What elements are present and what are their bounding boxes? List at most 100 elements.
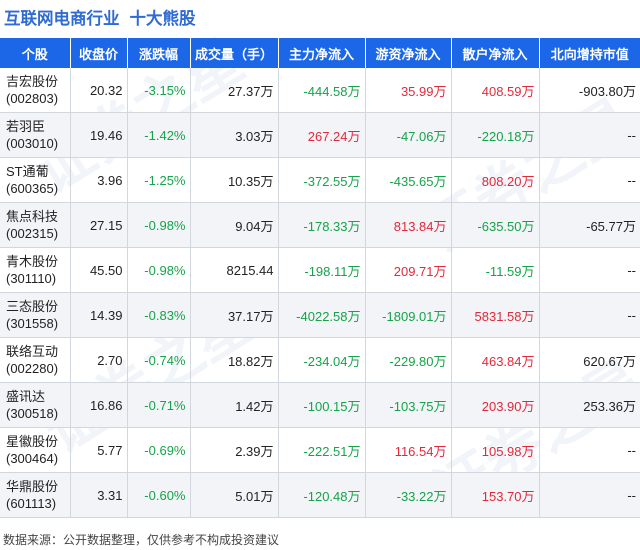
north-cell: 253.36万 xyxy=(539,382,640,428)
volume-cell: 10.35万 xyxy=(190,157,279,203)
main-cell: -222.51万 xyxy=(278,427,366,473)
stock-cell[interactable]: 三态股份 (301558) xyxy=(0,292,71,338)
change-cell: -0.83% xyxy=(127,292,191,338)
stock-code: (002315) xyxy=(6,226,59,241)
stock-cell[interactable]: ST通葡 (600365) xyxy=(0,157,71,203)
hot-cell: 35.99万 xyxy=(365,68,452,113)
close-cell: 3.31 xyxy=(70,472,128,518)
stock-cell[interactable]: 青木股份 (301110) xyxy=(0,247,71,293)
table-row[interactable]: 星徽股份 (300464) 5.77 -0.69% 2.39万 -222.51万 116.5… xyxy=(0,427,640,473)
header-retail-inflow[interactable]: 散户净流入 xyxy=(451,38,540,68)
close-cell: 27.15 xyxy=(70,202,128,248)
table-row[interactable]: 华鼎股份 (601113) 3.31 -0.60% 5.01万 -120.48万 -33.2… xyxy=(0,472,640,518)
header-northbound[interactable]: 北向增持市值 xyxy=(539,38,640,68)
main-cell: -4022.58万 xyxy=(278,292,366,338)
stock-cell[interactable]: 联络互动 (002280) xyxy=(0,337,71,383)
retail-cell: -11.59万 xyxy=(451,247,540,293)
north-cell: -- xyxy=(539,472,640,518)
table-row[interactable]: 联络互动 (002280) 2.70 -0.74% 18.82万 -234.04万 -229… xyxy=(0,337,640,383)
table-row[interactable]: 青木股份 (301110) 45.50 -0.98% 8215.44 -198.11万 20… xyxy=(0,247,640,293)
retail-cell: 5831.58万 xyxy=(451,292,540,338)
north-cell: -- xyxy=(539,292,640,338)
hot-cell: -229.80万 xyxy=(365,337,452,383)
change-cell: -0.98% xyxy=(127,247,191,293)
stock-name: 星徽股份 xyxy=(6,434,59,449)
close-cell: 5.77 xyxy=(70,427,128,473)
stock-code: (301558) xyxy=(6,316,59,331)
hot-cell: -435.65万 xyxy=(365,157,452,203)
stock-code: (301110) xyxy=(6,271,57,286)
close-cell: 20.32 xyxy=(70,68,128,113)
table-row[interactable]: 若羽臣 (003010) 19.46 -1.42% 3.03万 267.24万 -47.06… xyxy=(0,112,640,158)
stock-name: 盛讯达 xyxy=(6,389,46,404)
stock-name: 联络互动 xyxy=(6,344,59,359)
north-cell: -- xyxy=(539,112,640,158)
header-volume[interactable]: 成交量（手） xyxy=(190,38,279,68)
stock-code: (002280) xyxy=(6,361,59,376)
volume-cell: 27.37万 xyxy=(190,68,279,113)
header-main-inflow[interactable]: 主力净流入 xyxy=(278,38,366,68)
volume-cell: 2.39万 xyxy=(190,427,279,473)
header-hot-money-inflow[interactable]: 游资净流入 xyxy=(365,38,452,68)
close-cell: 16.86 xyxy=(70,382,128,428)
header-change-pct[interactable]: 涨跌幅 xyxy=(127,38,191,68)
hot-cell: -33.22万 xyxy=(365,472,452,518)
main-cell: -178.33万 xyxy=(278,202,366,248)
hot-cell: 813.84万 xyxy=(365,202,452,248)
stock-cell[interactable]: 若羽臣 (003010) xyxy=(0,112,71,158)
stock-cell[interactable]: 星徽股份 (300464) xyxy=(0,427,71,473)
stock-code: (601113) xyxy=(6,496,57,511)
north-cell: -- xyxy=(539,427,640,473)
main-cell: -100.15万 xyxy=(278,382,366,428)
stock-code: (002803) xyxy=(6,91,59,106)
table-row[interactable]: ST通葡 (600365) 3.96 -1.25% 10.35万 -372.55万 -435… xyxy=(0,157,640,203)
stock-code: (600365) xyxy=(6,181,59,196)
close-cell: 45.50 xyxy=(70,247,128,293)
table-row[interactable]: 吉宏股份 (002803) 20.32 -3.15% 27.37万 -444.58万 35.… xyxy=(0,68,640,113)
stock-name: 三态股份 xyxy=(6,299,59,314)
stock-name: ST通葡 xyxy=(6,164,49,179)
title-industry: 互联网电商行业 xyxy=(4,9,120,28)
volume-cell: 9.04万 xyxy=(190,202,279,248)
north-cell: 620.67万 xyxy=(539,337,640,383)
main-cell: -372.55万 xyxy=(278,157,366,203)
stock-cell[interactable]: 华鼎股份 (601113) xyxy=(0,472,71,518)
header-stock[interactable]: 个股 xyxy=(0,38,71,68)
volume-cell: 37.17万 xyxy=(190,292,279,338)
stock-code: (300464) xyxy=(6,451,59,466)
close-cell: 3.96 xyxy=(70,157,128,203)
change-cell: -3.15% xyxy=(127,68,191,113)
volume-cell: 5.01万 xyxy=(190,472,279,518)
main-cell: 267.24万 xyxy=(278,112,366,158)
table-row[interactable]: 盛讯达 (300518) 16.86 -0.71% 1.42万 -100.15万 -103.… xyxy=(0,382,640,428)
title-subject: 十大熊股 xyxy=(129,9,196,28)
close-cell: 19.46 xyxy=(70,112,128,158)
stock-table: 个股 收盘价 涨跌幅 成交量（手） 主力净流入 游资净流入 散户净流入 北向增持… xyxy=(0,38,640,518)
retail-cell: 408.59万 xyxy=(451,68,540,113)
header-close-price[interactable]: 收盘价 xyxy=(70,38,128,68)
main-cell: -120.48万 xyxy=(278,472,366,518)
stock-cell[interactable]: 焦点科技 (002315) xyxy=(0,202,71,248)
retail-cell: 463.84万 xyxy=(451,337,540,383)
hot-cell: -103.75万 xyxy=(365,382,452,428)
data-source-note: 数据来源：公开数据整理，仅供参考不构成投资建议 xyxy=(3,533,280,547)
table-row[interactable]: 三态股份 (301558) 14.39 -0.83% 37.17万 -4022.58万 -1… xyxy=(0,292,640,338)
hot-cell: -1809.01万 xyxy=(365,292,452,338)
volume-cell: 3.03万 xyxy=(190,112,279,158)
volume-cell: 18.82万 xyxy=(190,337,279,383)
stock-name: 若羽臣 xyxy=(6,119,46,134)
stock-cell[interactable]: 吉宏股份 (002803) xyxy=(0,68,71,113)
stock-name: 焦点科技 xyxy=(6,209,59,224)
change-cell: -0.74% xyxy=(127,337,191,383)
retail-cell: 203.90万 xyxy=(451,382,540,428)
north-cell: -- xyxy=(539,157,640,203)
change-cell: -1.25% xyxy=(127,157,191,203)
close-cell: 2.70 xyxy=(70,337,128,383)
close-cell: 14.39 xyxy=(70,292,128,338)
table-row[interactable]: 焦点科技 (002315) 27.15 -0.98% 9.04万 -178.33万 813.… xyxy=(0,202,640,248)
stock-cell[interactable]: 盛讯达 (300518) xyxy=(0,382,71,428)
retail-cell: 808.20万 xyxy=(451,157,540,203)
page-title: 互联网电商行业 十大熊股 xyxy=(4,2,196,32)
main-cell: -444.58万 xyxy=(278,68,366,113)
volume-cell: 8215.44 xyxy=(190,247,279,293)
